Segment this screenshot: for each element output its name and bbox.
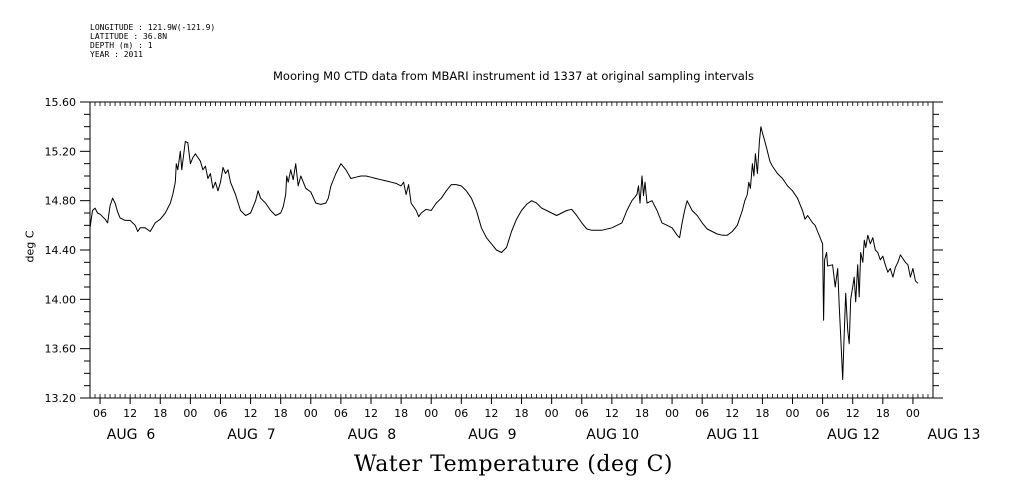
y-tick-label: 13.60	[45, 343, 77, 356]
x-day-label: AUG 7	[227, 427, 275, 443]
x-hour-tick-label: 18	[635, 407, 649, 420]
y-tick-label: 14.00	[45, 293, 77, 306]
depth-label: DEPTH (m) : 1	[90, 41, 153, 50]
x-hour-tick-label: 12	[484, 407, 498, 420]
x-hour-tick-label: 12	[364, 407, 378, 420]
x-hour-tick-label: 18	[515, 407, 529, 420]
y-tick-label: 15.60	[45, 96, 77, 109]
x-hour-tick-label: 18	[153, 407, 167, 420]
x-hour-tick-label: 00	[424, 407, 438, 420]
x-hour-tick-label: 00	[183, 407, 197, 420]
chart-title: Mooring M0 CTD data from MBARI instrumen…	[273, 69, 754, 83]
x-hour-tick-label: 12	[244, 407, 258, 420]
x-day-label: AUG 11	[707, 427, 760, 443]
x-hour-tick-label: 12	[725, 407, 739, 420]
x-day-label: AUG 9	[468, 427, 516, 443]
x-day-label: AUG 13	[927, 427, 980, 443]
x-day-label: AUG 6	[107, 427, 156, 443]
series-line-water-temperature	[89, 126, 919, 380]
x-hour-tick-label: 06	[695, 407, 709, 420]
y-tick-label: 14.40	[45, 244, 77, 257]
x-hour-tick-label: 06	[575, 407, 589, 420]
x-hour-tick-label: 00	[786, 407, 800, 420]
year-label: YEAR : 2011	[90, 50, 143, 59]
longitude-label: LONGITUDE : 121.9W(-121.9)	[90, 23, 216, 32]
x-day-label: AUG 10	[586, 427, 639, 443]
x-day-label: AUG 8	[348, 427, 396, 443]
x-hour-tick-label: 06	[213, 407, 227, 420]
x-hour-tick-label: 18	[755, 407, 769, 420]
x-hour-tick-label: 18	[394, 407, 408, 420]
x-hour-tick-label: 12	[605, 407, 619, 420]
y-tick-label: 15.20	[45, 145, 77, 158]
x-day-label: AUG 12	[827, 427, 880, 443]
x-hour-tick-label: 06	[454, 407, 468, 420]
x-hour-tick-label: 18	[274, 407, 288, 420]
x-hour-tick-label: 00	[665, 407, 679, 420]
x-hour-tick-label: 06	[334, 407, 348, 420]
x-hour-tick-label: 00	[545, 407, 559, 420]
x-hour-tick-label: 06	[93, 407, 107, 420]
x-hour-tick-label: 00	[906, 407, 920, 420]
x-hour-tick-label: 12	[123, 407, 137, 420]
x-axis-label: Water Temperature (deg C)	[354, 452, 673, 477]
y-tick-label: 14.80	[45, 195, 77, 208]
x-hour-tick-label: 12	[846, 407, 860, 420]
plot-frame	[89, 101, 934, 399]
x-hour-tick-label: 18	[876, 407, 890, 420]
x-hour-tick-label: 06	[816, 407, 830, 420]
y-tick-label: 13.20	[45, 392, 77, 405]
latitude-label: LATITUDE : 36.8N	[90, 32, 168, 41]
x-hour-tick-label: 00	[304, 407, 318, 420]
